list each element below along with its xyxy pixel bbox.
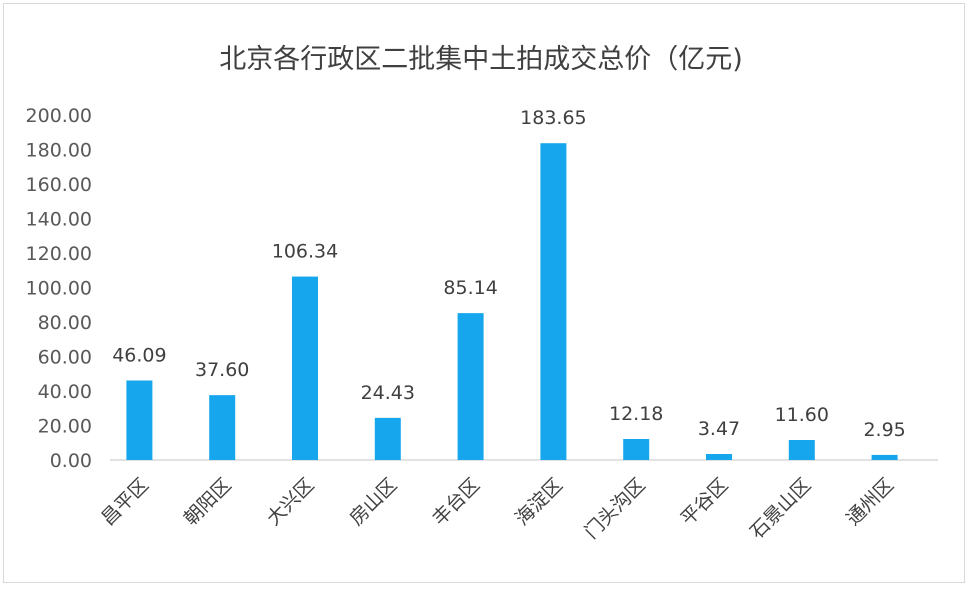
y-tick-label: 80.00: [38, 312, 92, 334]
bar-chart: 北京各行政区二批集中土拍成交总价（亿元) 0.00 20.00 40.00 60.00…: [26, 44, 938, 543]
category-label: 海淀区: [511, 474, 567, 530]
data-label: 3.47: [698, 418, 740, 440]
y-tick-label: 120.00: [26, 243, 92, 265]
bar: [623, 438, 650, 460]
data-label: 37.60: [195, 359, 249, 381]
category-labels: 昌平区 朝阳区 大兴区 房山区 丰台区 海淀区 门头沟区 平谷区 石景山区 通州区: [97, 474, 898, 543]
y-tick-label: 180.00: [26, 140, 92, 162]
bar: [871, 454, 898, 460]
data-label: 24.43: [361, 382, 415, 404]
y-tick-label: 40.00: [38, 381, 92, 403]
data-labels: 46.09 37.60 106.34 24.43 85.14 183.65 12.18 3.4…: [112, 107, 906, 441]
data-label: 183.65: [520, 107, 586, 129]
y-tick-label: 0.00: [50, 450, 92, 472]
category-label: 平谷区: [677, 474, 733, 530]
bar: [209, 395, 236, 460]
data-label: 106.34: [272, 241, 338, 263]
data-label: 12.18: [609, 403, 663, 425]
bar: [292, 276, 318, 460]
chart-title: 北京各行政区二批集中土拍成交总价（亿元): [219, 44, 743, 75]
data-label: 2.95: [863, 419, 905, 441]
bar: [540, 143, 567, 461]
category-label: 石景山区: [746, 474, 815, 543]
y-tick-label: 60.00: [38, 347, 92, 369]
data-label: 46.09: [112, 344, 166, 366]
y-tick-label: 20.00: [38, 416, 92, 438]
category-label: 通州区: [842, 474, 898, 530]
bar: [788, 439, 815, 460]
chart-container: 北京各行政区二批集中土拍成交总价（亿元) 0.00 20.00 40.00 60.00…: [3, 3, 965, 583]
bar: [374, 417, 401, 460]
bar: [126, 380, 153, 460]
y-axis-ticks: 0.00 20.00 40.00 60.00 80.00 100.00 120.00 140.…: [26, 105, 92, 472]
bar: [706, 454, 732, 460]
category-label: 房山区: [345, 474, 401, 530]
y-tick-label: 140.00: [26, 209, 92, 231]
category-label: 门头沟区: [580, 474, 649, 543]
data-label: 11.60: [775, 404, 829, 426]
y-tick-label: 200.00: [26, 105, 92, 127]
category-label: 朝阳区: [180, 474, 236, 530]
y-tick-label: 160.00: [26, 174, 92, 196]
bars: [126, 143, 898, 461]
category-label: 昌平区: [97, 474, 153, 530]
data-label: 85.14: [443, 277, 497, 299]
bar: [457, 313, 484, 460]
y-tick-label: 100.00: [26, 278, 92, 300]
category-label: 大兴区: [263, 474, 319, 530]
category-label: 丰台区: [428, 474, 484, 530]
